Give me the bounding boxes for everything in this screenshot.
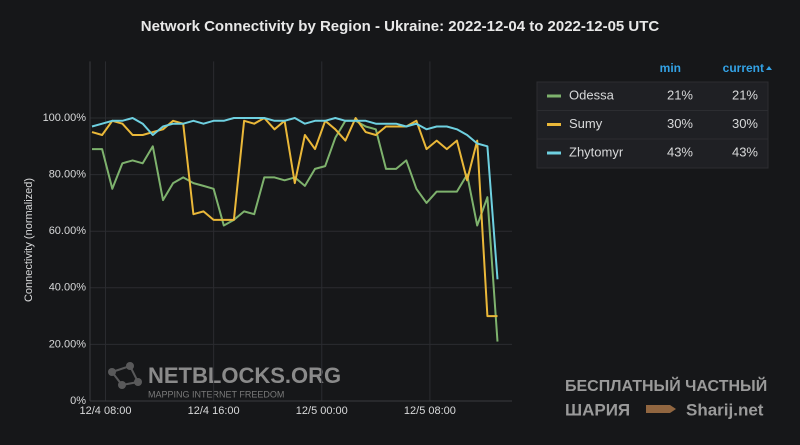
- legend-stat: 30%: [667, 116, 693, 131]
- y-tick-label: 40.00%: [49, 282, 87, 294]
- legend-header: current: [723, 61, 764, 75]
- y-tick-label: 100.00%: [43, 112, 87, 124]
- legend-header: min: [660, 61, 681, 75]
- x-tick-label: 12/5 00:00: [296, 405, 348, 417]
- watermark: MAPPING INTERNET FREEDOM: [148, 389, 284, 399]
- y-tick-label: 60.00%: [49, 225, 87, 237]
- netblocks-logo: [108, 362, 142, 389]
- x-tick-label: 12/4 08:00: [80, 405, 132, 417]
- sort-icon: [766, 66, 772, 70]
- watermark: Sharij.net: [686, 400, 764, 419]
- x-tick-label: 12/5 08:00: [404, 405, 456, 417]
- legend-label: Zhytomyr: [569, 144, 624, 159]
- watermark: ШАРИЯ: [565, 400, 630, 419]
- legend-stat: 30%: [732, 116, 758, 131]
- legend-stat: 43%: [667, 144, 693, 159]
- legend-label: Sumy: [569, 116, 603, 131]
- legend-stat: 21%: [667, 87, 693, 102]
- watermark: NETBLOCKS.ORG: [148, 363, 341, 388]
- y-tick-label: 0%: [70, 395, 86, 407]
- y-tick-label: 20.00%: [49, 338, 87, 350]
- legend-label: Odessa: [569, 87, 615, 102]
- chart-title: Network Connectivity by Region - Ukraine…: [141, 18, 660, 35]
- legend-box: [536, 81, 769, 169]
- watermark: БЕСПЛАТНЫЙ ЧАСТНЫЙ: [565, 376, 767, 395]
- y-axis-label: Connectivity (normalized): [23, 178, 35, 302]
- legend-stat: 43%: [732, 144, 758, 159]
- y-tick-label: 80.00%: [49, 169, 87, 181]
- series-line: [91, 117, 499, 280]
- hand-icon: [646, 405, 676, 413]
- legend-stat: 21%: [732, 87, 758, 102]
- x-tick-label: 12/4 16:00: [188, 405, 240, 417]
